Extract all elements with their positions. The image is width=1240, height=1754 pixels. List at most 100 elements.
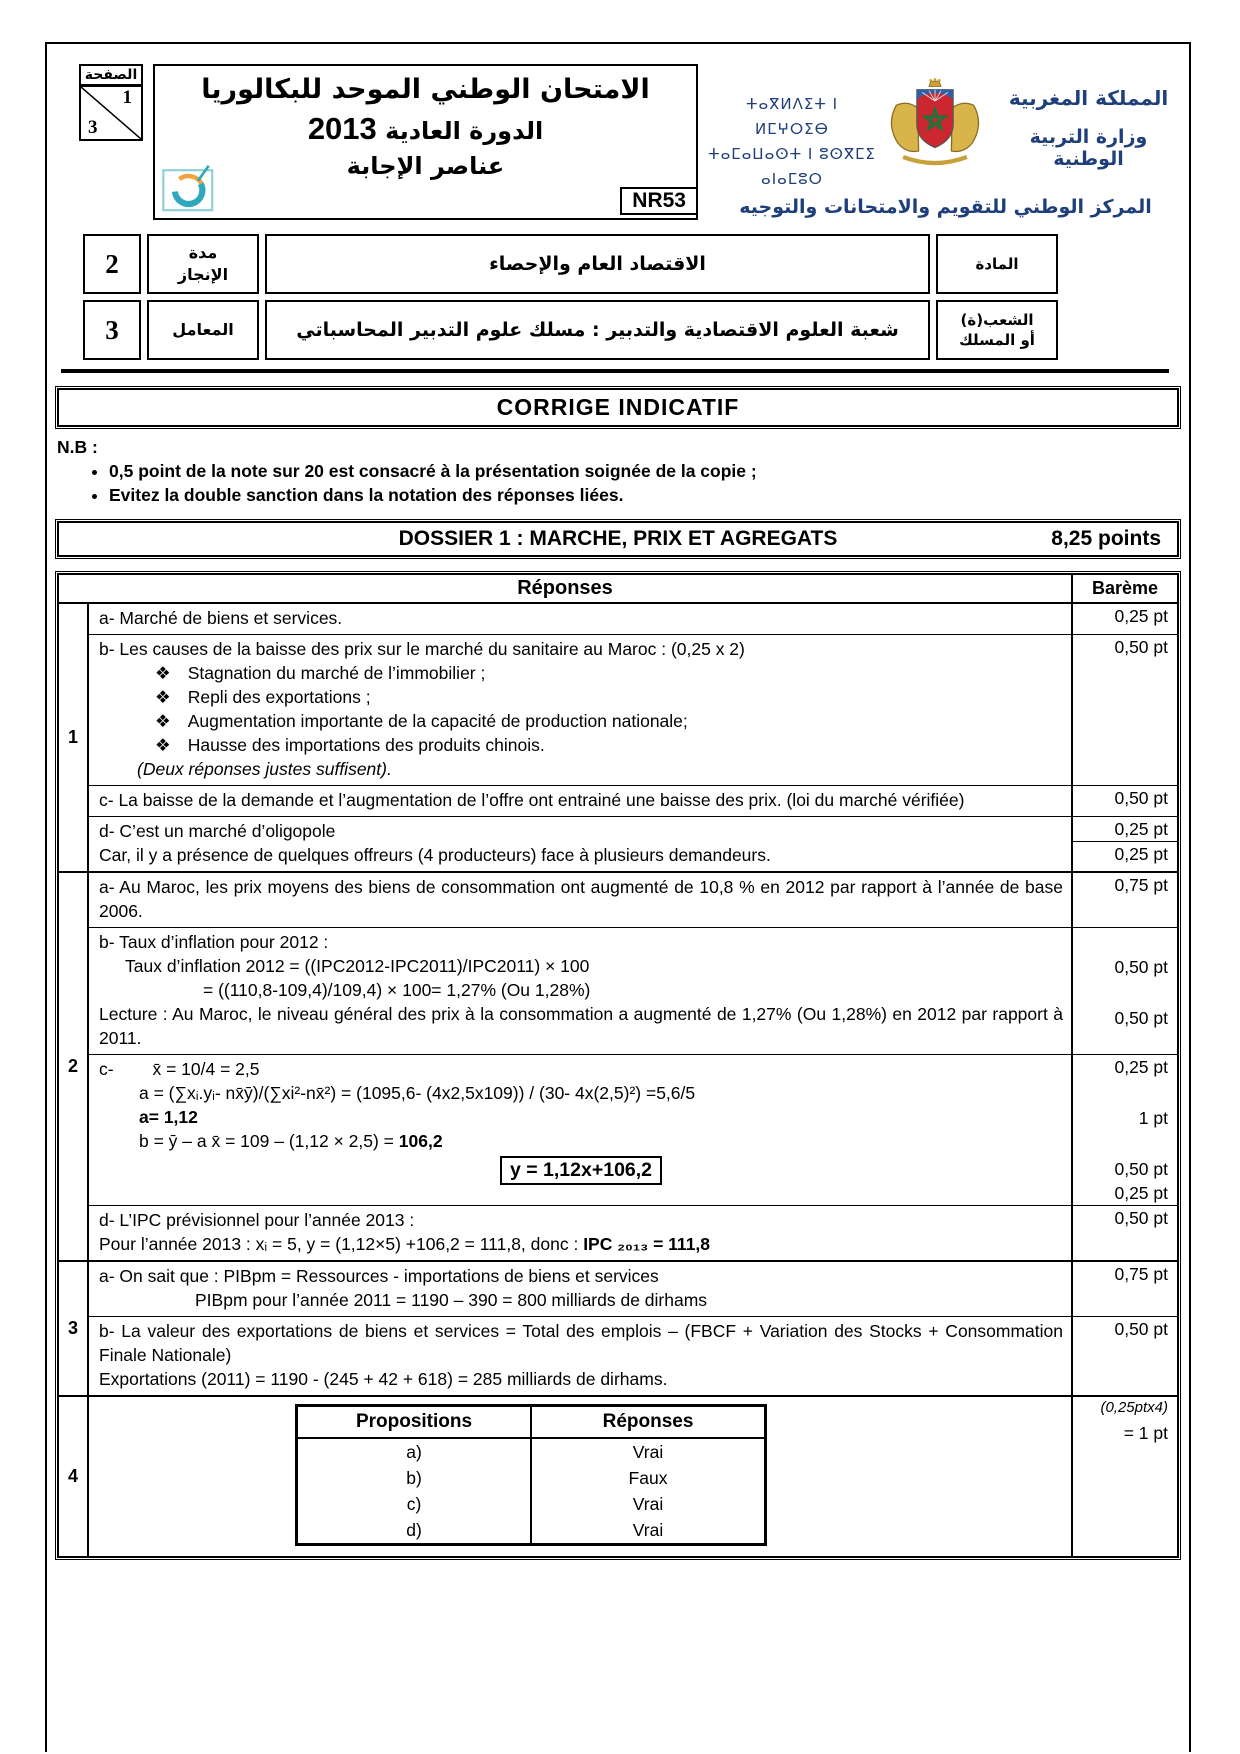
propositions-header: Propositions Réponses xyxy=(296,1405,766,1439)
exam-title-box: الامتحان الوطني الموحد للبكالوريا الدورة… xyxy=(153,64,698,220)
bareme-value: 0,25 pt xyxy=(1073,840,1177,865)
page-border-frame: الصفحة 1 3 الامتحان الوطني الموحد للبكال… xyxy=(45,42,1191,1752)
question-group: 1 a- Marché de biens et services. 0,25 pt b… xyxy=(59,603,1177,871)
exam-title: الامتحان الوطني الموحد للبكالوريا xyxy=(201,74,650,105)
bareme-value: 1 pt xyxy=(1138,1107,1168,1128)
bareme-header: Barème xyxy=(1071,574,1177,602)
answer-row: d- L’IPC prévisionnel pour l’année 2013 … xyxy=(89,1204,1177,1260)
answer-line: b- La valeur des exportations de biens e… xyxy=(99,1320,1063,1365)
kingdom-title: المملكة المغربية xyxy=(1008,86,1169,110)
bullet-text: Stagnation du marché de l’immobilier ; xyxy=(187,662,486,683)
answer-line: a = (∑xᵢ.yᵢ- nx̄ȳ)/(∑xi²-nx̄²) = (1095,6… xyxy=(139,1082,696,1103)
answer-line: Lecture : Au Maroc, le niveau général de… xyxy=(99,1003,1063,1048)
duration-value: 2 xyxy=(83,234,141,294)
answers-table: Réponses Barème 1 a- Marché de biens et s… xyxy=(54,570,1182,1560)
session-year: 2013 xyxy=(307,111,377,146)
answers-questions: 1 a- Marché de biens et services. 0,25 pt b… xyxy=(59,603,1177,1556)
proposition-row: c) Vrai xyxy=(297,1490,766,1517)
exam-subtitle: عناصر الإجابة xyxy=(346,152,505,180)
answer-line: a- Au Maroc, les prix moyens des biens d… xyxy=(99,876,1063,921)
answer-row: b- Taux d’inflation pour 2012 : Taux d’in… xyxy=(89,926,1177,1054)
question-rows: a- On sait que : PIBpm = Ressources - im… xyxy=(89,1261,1177,1395)
page-label: الصفحة xyxy=(81,66,141,87)
ministry-block: ⵜⴰⴳⵍⴷⵉⵜ ⵏ ⵍⵎⵖⵔⵉⴱ ⵜⴰⵎⴰⵡⴰⵙⵜ ⵏ ⵓⵙⴳⵎⵉ ⴰⵏⴰⵎⵓⵔ xyxy=(708,64,1183,220)
bareme-cell: 0,50 pt xyxy=(1071,1316,1177,1395)
answer-row: c- La baisse de la demande et l’augmenta… xyxy=(89,784,1177,816)
line-segment: IPC ₂₀₁₃ = 111,8 xyxy=(583,1233,711,1254)
page-number-box: الصفحة 1 3 xyxy=(79,64,143,141)
bareme-value: 0,25 pt xyxy=(1114,1182,1168,1203)
answer-line: a= 1,12 xyxy=(139,1106,198,1127)
bareme-cell: 0,75 pt xyxy=(1071,1261,1177,1316)
answer-line: ❖ Repli des exportations ; xyxy=(99,685,1063,709)
answer-row: Propositions Réponses a) Vrai b) Faux c) Vrai d)… xyxy=(89,1396,1177,1556)
answer-line: = ((110,8-109,4)/109,4) × 100= 1,27% (Ou… xyxy=(203,979,591,1000)
diagonal-line xyxy=(81,87,141,139)
nb-section: N.B : 0,5 point de la note sur 20 est co… xyxy=(57,437,1183,506)
branch-name: شعبة العلوم الاقتصادية والتدبير : مسلك ع… xyxy=(265,300,930,360)
answer-line: a- Marché de biens et services. xyxy=(99,607,343,628)
bareme-value xyxy=(1073,1130,1177,1157)
nb-list: 0,5 point de la note sur 20 est consacré… xyxy=(57,461,1183,506)
diamond-bullet-icon: ❖ xyxy=(155,686,171,707)
horizontal-rule xyxy=(61,369,1169,373)
answer-line: PIBpm pour l’année 2011 = 1190 – 390 = 8… xyxy=(195,1289,708,1310)
coat-of-arms-icon xyxy=(876,76,994,175)
bareme-value: 0,25 pt xyxy=(1114,1056,1168,1077)
question-number: 4 xyxy=(59,1396,89,1556)
answer-line: y = 1,12x+106,2 xyxy=(99,1155,1063,1185)
proposition-row: b) Faux xyxy=(297,1464,766,1491)
question-rows: a- Marché de biens et services. 0,25 pt b-… xyxy=(89,603,1177,871)
question-number: 1 xyxy=(59,603,89,871)
question-rows: a- Au Maroc, les prix moyens des biens d… xyxy=(89,872,1177,1260)
answer-row: a- On sait que : PIBpm = Ressources - im… xyxy=(89,1261,1177,1316)
answer-content: b- La valeur des exportations de biens e… xyxy=(89,1317,1071,1395)
proposition-cell: a) xyxy=(406,1441,422,1462)
propositions-table: Propositions Réponses a) Vrai b) Faux c) Vrai d)… xyxy=(295,1403,767,1546)
answer-line: ❖ Augmentation importante de la capacité … xyxy=(99,709,1063,733)
bareme-value xyxy=(1073,928,1177,955)
answer-line: b = ȳ – a x̄ = 109 – (1,12 × 2,5) = 106,… xyxy=(99,1129,1063,1153)
bareme-value: 0,50 pt xyxy=(1114,636,1168,657)
answer-content: b- Les causes de la baisse des prix sur … xyxy=(89,635,1071,785)
answer-content: c- La baisse de la demande et l’augmenta… xyxy=(89,786,1071,816)
question-group: 4 Propositions Réponses a) Vrai b) Faux c) Vrai d… xyxy=(59,1394,1177,1556)
nb-label: N.B : xyxy=(57,436,98,457)
bareme-value: 0,75 pt xyxy=(1114,1263,1168,1284)
answer-content: b- Taux d’inflation pour 2012 : Taux d’in… xyxy=(89,928,1071,1054)
answer-line: ❖ Stagnation du marché de l’immobilier ; xyxy=(99,661,1063,685)
page-fraction: 1 3 xyxy=(81,87,141,139)
bullet-text: Hausse des importations des produits chi… xyxy=(187,734,545,755)
propositions-col-header: Propositions xyxy=(296,1405,531,1439)
proposition-cell: Vrai xyxy=(530,1516,766,1544)
line-segment: Pour l’année 2013 : xᵢ = 5, y = (1,12×5)… xyxy=(99,1233,584,1254)
line-segment: b = ȳ – a x̄ = 109 – (1,12 × 2,5) = xyxy=(139,1130,399,1151)
page-current: 1 xyxy=(122,87,133,108)
proposition-cell: b) xyxy=(406,1467,422,1488)
bareme-value: 0,25 pt xyxy=(1114,818,1168,839)
exam-code-badge: NR53 xyxy=(620,187,698,215)
bareme-value: 0,50 pt xyxy=(1114,787,1168,808)
evaluation-center-title: المركز الوطني للتقويم والامتحانات والتوج… xyxy=(739,196,1152,218)
question-rows: Propositions Réponses a) Vrai b) Faux c) Vrai d)… xyxy=(89,1396,1177,1556)
nb-item: 0,5 point de la note sur 20 est consacré… xyxy=(109,461,1183,482)
answer-content: a- On sait que : PIBpm = Ressources - im… xyxy=(89,1262,1071,1316)
subject-row: 2 مدة الإنجاز الاقتصاد العام والإحصاء ال… xyxy=(83,234,1058,294)
answer-line: c- La baisse de la demande et l’augmenta… xyxy=(99,789,965,810)
branch-label: الشعب(ة) أو المسلك xyxy=(936,300,1058,360)
ministry-top-row: ⵜⴰⴳⵍⴷⵉⵜ ⵏ ⵍⵎⵖⵔⵉⴱ ⵜⴰⵎⴰⵡⴰⵙⵜ ⵏ ⵓⵙⴳⵎⵉ ⴰⵏⴰⵎⵓⵔ xyxy=(708,76,1183,192)
answer-line: a- On sait que : PIBpm = Ressources - im… xyxy=(99,1265,659,1286)
answer-row: a- Marché de biens et services. 0,25 pt xyxy=(89,603,1177,634)
kingdom-ministry-text: المملكة المغربية وزارة التربية الوطنية xyxy=(994,76,1183,170)
nb-item: Evitez la double sanction dans la notati… xyxy=(109,485,1183,506)
page-total: 3 xyxy=(88,117,98,138)
answer-row: d- C’est un marché d’oligopole Car, il y … xyxy=(89,815,1177,871)
coefficient-value: 3 xyxy=(83,300,141,360)
bareme-value: 0,50 pt xyxy=(1114,1207,1168,1228)
answer-row: b- La valeur des exportations de biens e… xyxy=(89,1315,1177,1395)
coefficient-label: المعامل xyxy=(147,300,259,360)
diamond-bullet-icon: ❖ xyxy=(155,734,171,755)
question-group: 3 a- On sait que : PIBpm = Ressources - i… xyxy=(59,1259,1177,1395)
boxed-equation: y = 1,12x+106,2 xyxy=(499,1155,663,1185)
